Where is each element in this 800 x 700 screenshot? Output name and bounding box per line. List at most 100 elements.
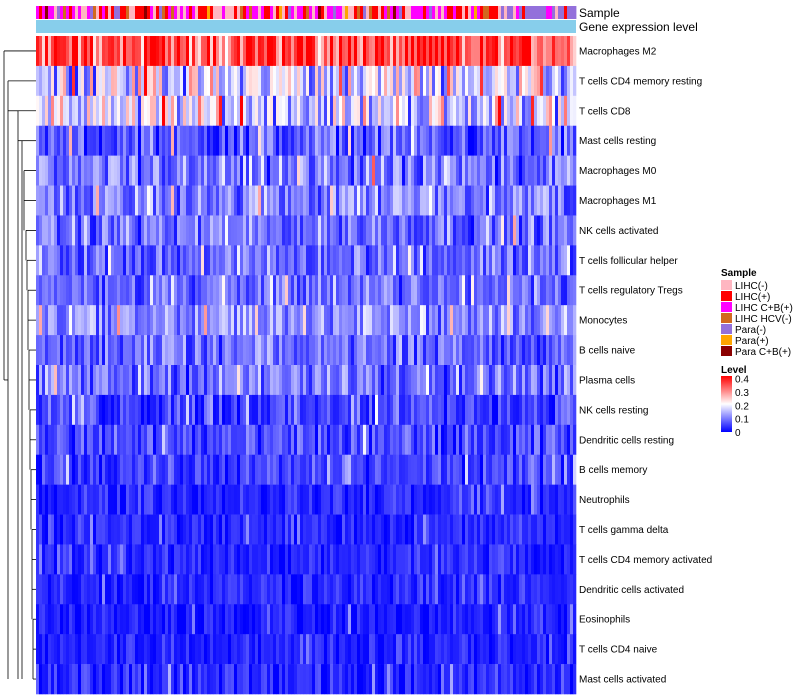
- heatmap-cell: [297, 155, 301, 186]
- heatmap-cell: [414, 245, 418, 276]
- heatmap-cell: [93, 185, 97, 216]
- heatmap-cell: [237, 634, 241, 665]
- heatmap-cell: [93, 454, 97, 485]
- heatmap-cell: [42, 185, 46, 216]
- heatmap-cell: [303, 215, 307, 246]
- heatmap-cell: [552, 95, 556, 127]
- heatmap-cell: [81, 275, 85, 306]
- legend-swatch: [721, 302, 732, 312]
- heatmap-cell: [426, 604, 430, 635]
- heatmap-cell: [555, 95, 559, 127]
- heatmap-cell: [162, 36, 166, 67]
- heatmap-cell: [90, 394, 94, 426]
- heatmap-cell: [192, 65, 196, 97]
- heatmap-cell: [318, 664, 322, 695]
- heatmap-cell: [423, 155, 427, 186]
- heatmap-cell: [78, 634, 82, 665]
- heatmap-cell: [276, 574, 280, 605]
- sample-annotation-cell: [267, 6, 271, 19]
- sample-annotation-cell: [411, 6, 415, 19]
- heatmap-cell: [330, 245, 334, 276]
- heatmap-cell: [360, 335, 364, 366]
- heatmap-cell: [381, 335, 385, 366]
- heatmap-cell: [243, 275, 247, 306]
- heatmap-cell: [390, 484, 394, 515]
- heatmap-cell: [561, 484, 565, 515]
- heatmap-cell: [435, 125, 439, 156]
- row-label: T cells CD8: [579, 106, 631, 117]
- heatmap-cell: [354, 275, 358, 306]
- heatmap-cell: [510, 65, 514, 97]
- heatmap-cell: [393, 95, 397, 127]
- heatmap-cell: [369, 305, 373, 336]
- heatmap-cell: [276, 424, 280, 456]
- heatmap-cell: [483, 604, 487, 635]
- row-label: T cells CD4 memory activated: [579, 555, 712, 566]
- heatmap-cell: [441, 514, 445, 545]
- heatmap-cell: [189, 634, 193, 665]
- heatmap-cell: [363, 365, 367, 396]
- heatmap-cell: [405, 484, 409, 515]
- heatmap-cell: [279, 365, 283, 396]
- sample-annotation-cell: [138, 6, 142, 19]
- heatmap-cell: [486, 65, 490, 97]
- heatmap-cell: [243, 185, 247, 216]
- heatmap-cell: [444, 634, 448, 665]
- heatmap-cell: [357, 484, 361, 515]
- heatmap-cell: [309, 514, 313, 545]
- heatmap-cell: [303, 125, 307, 156]
- heatmap-cell: [96, 664, 100, 695]
- heatmap-cell: [555, 305, 559, 336]
- legend-sample-title: Sample: [721, 268, 757, 279]
- heatmap-cell: [276, 125, 280, 156]
- heatmap-cell: [351, 424, 355, 456]
- heatmap-cell: [153, 484, 157, 515]
- heatmap-cell: [159, 275, 163, 306]
- heatmap-cell: [63, 275, 67, 306]
- heatmap-cell: [513, 95, 517, 127]
- heatmap-cell: [393, 245, 397, 276]
- heatmap-cell: [36, 634, 40, 665]
- heatmap-cell: [99, 215, 103, 246]
- legend-sample: Sample LIHC(-)LIHC(+)LIHC C+B(+)LIHC HCV…: [721, 268, 793, 358]
- heatmap-cell: [486, 454, 490, 485]
- heatmap-cell: [198, 245, 202, 276]
- heatmap-cell: [522, 544, 526, 575]
- heatmap-cell: [87, 215, 91, 246]
- sample-annotation-cell: [207, 6, 211, 19]
- heatmap-cell: [369, 275, 373, 306]
- legend-swatch: [721, 291, 732, 301]
- heatmap-cell: [225, 664, 229, 695]
- heatmap-cell: [195, 305, 199, 336]
- heatmap-cell: [474, 604, 478, 635]
- heatmap-cell: [81, 335, 85, 366]
- heatmap-cell: [57, 544, 61, 575]
- heatmap-cell: [219, 664, 223, 695]
- heatmap-cell: [210, 424, 214, 456]
- heatmap-cell: [168, 125, 172, 156]
- heatmap-cell: [492, 574, 496, 605]
- heatmap-cell: [492, 65, 496, 97]
- heatmap-cell: [267, 245, 271, 276]
- sample-annotation-cell: [141, 6, 145, 19]
- heatmap-cell: [411, 305, 415, 336]
- heatmap-cell: [342, 125, 346, 156]
- heatmap-cell: [336, 365, 340, 396]
- heatmap-cell: [183, 185, 187, 216]
- heatmap-cell: [417, 394, 421, 426]
- heatmap-cell: [111, 275, 115, 306]
- heatmap-cell: [537, 365, 541, 396]
- heatmap-cell: [267, 95, 271, 127]
- heatmap-cell: [159, 305, 163, 336]
- row-label: T cells gamma delta: [579, 525, 669, 536]
- heatmap-cell: [339, 574, 343, 605]
- heatmap-cell: [282, 305, 286, 336]
- heatmap-cell: [78, 574, 82, 605]
- heatmap-cell: [477, 245, 481, 276]
- heatmap-cell: [147, 484, 151, 515]
- heatmap-cell: [207, 634, 211, 665]
- heatmap-cell: [315, 664, 319, 695]
- heatmap-cell: [225, 245, 229, 276]
- heatmap-cell: [57, 36, 61, 67]
- heatmap-cell: [387, 215, 391, 246]
